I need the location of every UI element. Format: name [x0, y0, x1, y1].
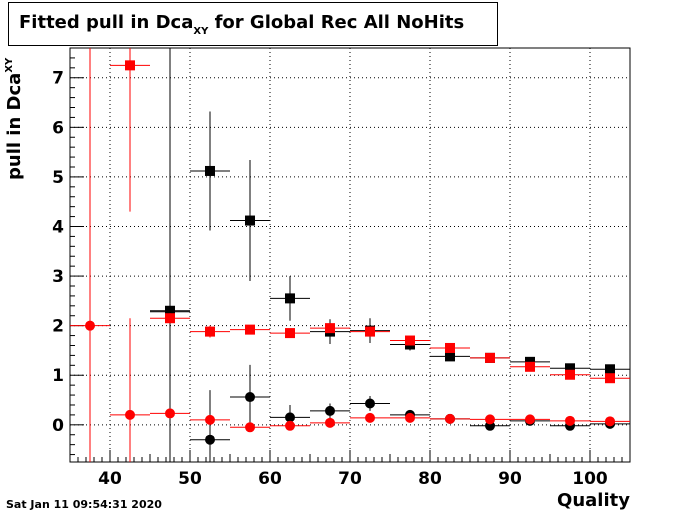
square-marker [125, 60, 135, 71]
title-main: Fitted pull in Dca [19, 12, 194, 33]
y-tick-label: 6 [52, 118, 64, 138]
square-marker [165, 313, 175, 324]
square-marker [245, 324, 255, 335]
circle-marker [125, 409, 135, 420]
x-tick-label: 50 [178, 469, 202, 489]
axes: 40 50 60 70 80 90 100 0 1 2 3 4 5 6 7 [52, 47, 631, 489]
plot-frame [69, 47, 631, 463]
x-tick-label: 90 [498, 469, 522, 489]
data-marks [70, 48, 630, 462]
y-tick-label: 4 [52, 217, 64, 237]
title-subscript: XY [193, 26, 209, 37]
x-tick-label: 40 [98, 469, 122, 489]
circle-marker [365, 412, 375, 423]
circle-marker [245, 392, 255, 403]
circle-marker [405, 412, 415, 423]
grid [70, 48, 630, 462]
circle-marker [285, 420, 295, 431]
circle-marker [365, 398, 375, 409]
circle-marker [165, 408, 175, 419]
title-box: Fitted pull in DcaXY for Global Rec All … [8, 2, 498, 46]
circle-marker [445, 413, 455, 424]
square-marker [325, 323, 335, 334]
ylabel-main: pull in Dca [4, 72, 25, 180]
circle-marker [205, 414, 215, 425]
series-0 [150, 48, 630, 462]
circle-marker [325, 417, 335, 428]
square-marker [245, 215, 255, 226]
timestamp: Sat Jan 11 09:54:31 2020 [6, 498, 162, 511]
circle-marker [605, 416, 615, 427]
square-marker [365, 326, 375, 337]
y-axis-label: pull in DcaXY [4, 58, 25, 180]
square-marker [525, 361, 535, 372]
y-tick-label: 1 [52, 366, 64, 386]
square-marker [605, 364, 615, 375]
square-marker [205, 326, 215, 337]
y-tick-label: 5 [52, 168, 64, 188]
x-axis-label: Quality [557, 490, 630, 511]
title-rest: for Global Rec All NoHits [208, 12, 465, 33]
circle-marker [85, 320, 95, 331]
x-tick-label: 60 [258, 469, 282, 489]
circle-marker [285, 412, 295, 423]
square-marker [485, 352, 495, 363]
circle-marker [245, 422, 255, 433]
square-marker [285, 328, 295, 339]
square-marker [445, 342, 455, 353]
series-2 [110, 48, 630, 384]
ylabel-superscript: XY [4, 57, 15, 73]
square-marker [605, 373, 615, 384]
square-marker [285, 293, 295, 304]
circle-marker [485, 414, 495, 425]
y-tick-label: 2 [52, 317, 64, 337]
y-tick-label: 7 [52, 69, 64, 89]
x-tick-label: 100 [572, 469, 608, 489]
x-tick-label: 70 [338, 469, 362, 489]
y-tick-label: 0 [52, 416, 64, 436]
square-marker [565, 363, 575, 374]
square-marker [565, 369, 575, 380]
y-tick-label: 3 [52, 267, 64, 287]
chart-title: Fitted pull in DcaXY for Global Rec All … [19, 12, 464, 37]
circle-marker [325, 405, 335, 416]
circle-marker [525, 414, 535, 425]
series-1 [150, 48, 630, 462]
series-3 [70, 48, 630, 462]
square-marker [445, 351, 455, 362]
square-marker [405, 335, 415, 346]
circle-marker [205, 434, 215, 445]
circle-marker [565, 415, 575, 426]
square-marker [205, 165, 215, 176]
x-tick-label: 80 [418, 469, 442, 489]
